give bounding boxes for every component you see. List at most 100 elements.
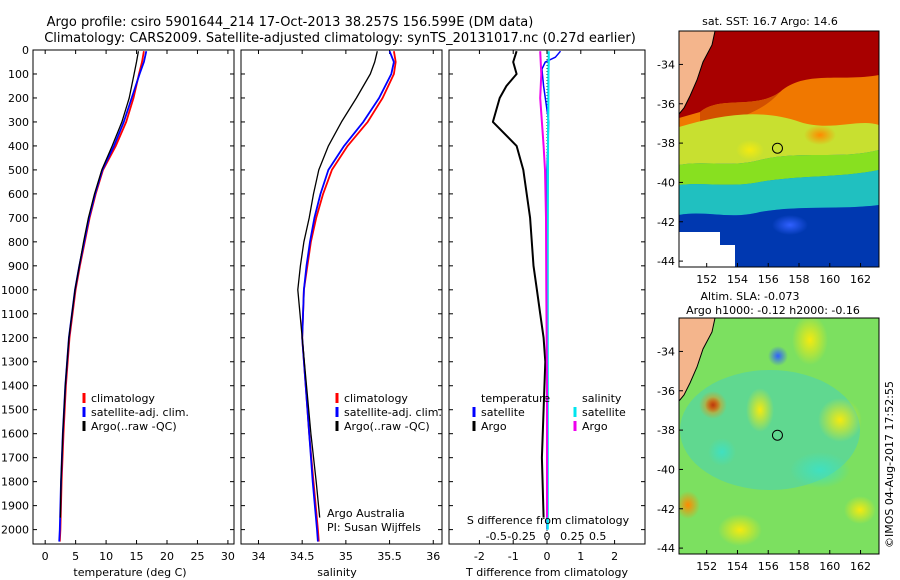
x-tick-label: -1 [508, 550, 519, 563]
top-x-tick-label: 0.5 [589, 530, 607, 543]
legend-label-satellite: satellite-adj. clim. [91, 406, 189, 419]
x-tick-label: 0 [42, 550, 49, 563]
salinity-annotation-line-2: PI: Susan Wijffels [327, 521, 421, 534]
lat-tick-label: -38 [657, 137, 675, 150]
legend-label-temperature-argo: Argo [481, 420, 507, 433]
lat-tick-label: -34 [657, 58, 675, 71]
lon-tick-label: 156 [758, 273, 779, 286]
sla-map-coastline [679, 318, 716, 402]
depth-tick-label: 1300 [1, 356, 29, 369]
x-tick-label: 25 [190, 550, 204, 563]
depth-tick-label: 500 [8, 164, 29, 177]
legend-label-salinity-satellite: satellite [582, 406, 626, 419]
depth-tick-label: 400 [8, 140, 29, 153]
lon-tick-label: 162 [850, 560, 871, 573]
salinity-annotation-line-1: Argo Australia [327, 507, 405, 520]
sst-map-field [679, 31, 879, 267]
depth-tick-label: 1400 [1, 380, 29, 393]
depth-tick-label: 1200 [1, 332, 29, 345]
sla-map-field [679, 318, 879, 554]
x-tick-label: 34 [251, 550, 265, 563]
depth-tick-label: 1500 [1, 404, 29, 417]
salinity-xlabel: salinity [317, 566, 357, 579]
lat-tick-label: -38 [657, 424, 675, 437]
salinity-panel: 34 34.5 35 35.5 36 climatology satellite-adj… [240, 49, 443, 579]
series-line-argo [539, 51, 548, 518]
legend-header-temperature: temperature [481, 392, 550, 405]
depth-tick-label: 1100 [1, 308, 29, 321]
top-x-tick-label: 0 [544, 530, 551, 543]
x-tick-label: 1 [577, 550, 584, 563]
legend-label-satellite: satellite-adj. clim. [344, 406, 442, 419]
lat-tick-label: -40 [657, 176, 675, 189]
lon-tick-label: 154 [727, 273, 748, 286]
salinity-axes-frame [240, 49, 443, 545]
lon-tick-label: 152 [696, 273, 717, 286]
top-x-tick-label: -0.25 [507, 530, 535, 543]
series-line-satellite-adj-clim [301, 50, 395, 542]
copyright-stamp: ©IMOS 04-Aug-2017 17:52:55 [883, 381, 896, 548]
lon-tick-label: 162 [850, 273, 871, 286]
temperature-panel: 0100200300400500600700800900100011001200… [1, 44, 235, 579]
x-tick-label: -2 [474, 550, 485, 563]
difference-xlabel: T difference from climatology [465, 566, 628, 579]
lat-tick-label: -36 [657, 98, 675, 111]
depth-tick-label: 200 [8, 92, 29, 105]
x-tick-label: 2 [611, 550, 618, 563]
temperature-axes-frame [32, 49, 235, 545]
lat-tick-label: -42 [657, 503, 675, 516]
depth-tick-label: 1800 [1, 476, 29, 489]
sst-argo-location-marker [771, 142, 783, 154]
top-x-tick-label: 0.25 [560, 530, 585, 543]
series-line-argo-raw-qc [59, 51, 140, 518]
lon-tick-label: 152 [696, 560, 717, 573]
legend-label-climatology: climatology [91, 392, 155, 405]
lon-tick-label: 154 [727, 560, 748, 573]
depth-tick-label: 600 [8, 188, 29, 201]
sst-map-panel: sat. SST: 16.7 Argo: 14.6 152 154 156 158 16… [657, 15, 880, 286]
difference-legend: temperature salinity satellite Argo sate… [472, 392, 626, 433]
lon-tick-label: 160 [819, 560, 840, 573]
x-tick-label: 0 [544, 550, 551, 563]
sst-map-frame [678, 30, 880, 268]
depth-tick-label: 2000 [1, 524, 29, 537]
lat-tick-label: -36 [657, 385, 675, 398]
legend-label-climatology: climatology [344, 392, 408, 405]
legend-label-salinity-argo: Argo [582, 420, 608, 433]
depth-tick-label: 800 [8, 236, 29, 249]
x-tick-label: 30 [221, 550, 235, 563]
lat-tick-label: -34 [657, 345, 675, 358]
x-tick-label: 36 [426, 550, 440, 563]
x-tick-label: 35 [339, 550, 353, 563]
x-tick-label: 35.5 [377, 550, 402, 563]
legend-label-argo: Argo(..raw -QC) [344, 420, 430, 433]
legend-label-temperature-satellite: satellite [481, 406, 525, 419]
salinity-legend: climatology satellite-adj. clim. Argo(..… [335, 392, 442, 433]
x-tick-label: 15 [130, 550, 144, 563]
lat-tick-label: -44 [657, 255, 675, 268]
depth-tick-label: 1600 [1, 428, 29, 441]
depth-tick-label: 900 [8, 260, 29, 273]
series-line-argo [491, 50, 547, 518]
sla-map-title-line-1: Altim. SLA: -0.073 [700, 290, 799, 303]
title-line-2: Climatology: CARS2009. Satellite-adjuste… [44, 31, 636, 46]
x-tick-label: 20 [160, 550, 174, 563]
depth-tick-label: 700 [8, 212, 29, 225]
difference-top-xlabel: S difference from climatology [467, 514, 630, 527]
lon-tick-label: 158 [789, 273, 810, 286]
sst-map-title: sat. SST: 16.7 Argo: 14.6 [702, 15, 838, 28]
lat-tick-label: -42 [657, 216, 675, 229]
temperature-legend: climatology satellite-adj. clim. Argo(..… [82, 392, 189, 433]
temperature-xlabel: temperature (deg C) [73, 566, 186, 579]
depth-tick-label: 1000 [1, 284, 29, 297]
depth-tick-label: 300 [8, 116, 29, 129]
lat-tick-label: -40 [657, 463, 675, 476]
legend-header-salinity: salinity [582, 392, 622, 405]
x-tick-label: 34.5 [290, 550, 315, 563]
sla-argo-location-marker [771, 429, 783, 441]
lon-tick-label: 156 [758, 560, 779, 573]
sla-map-title-line-2: Argo h1000: -0.12 h2000: -0.16 [686, 304, 860, 317]
x-tick-label: 5 [72, 550, 79, 563]
x-tick-label: 10 [99, 550, 113, 563]
